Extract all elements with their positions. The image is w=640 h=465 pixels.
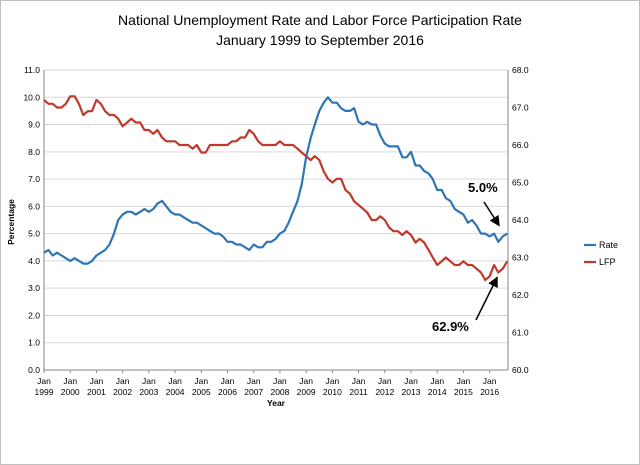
x-tick-label-month: Jan bbox=[457, 376, 471, 386]
y-axis-label: Percentage bbox=[6, 199, 16, 245]
x-tick-label-year: 1999 bbox=[35, 387, 54, 397]
y-left-tick-label: 2.0 bbox=[28, 310, 40, 320]
y-right-tick-label: 64.0 bbox=[512, 215, 529, 225]
y-right-tick-label: 65.0 bbox=[512, 178, 529, 188]
x-tick-label-year: 2008 bbox=[270, 387, 289, 397]
y-right-tick-label: 61.0 bbox=[512, 328, 529, 338]
x-tick-label-year: 2005 bbox=[192, 387, 211, 397]
series-lines bbox=[43, 95, 509, 282]
x-tick-label-year: 2003 bbox=[139, 387, 158, 397]
x-tick-label-month: Jan bbox=[483, 376, 497, 386]
x-tick-label-year: 2013 bbox=[402, 387, 421, 397]
series-line-rate bbox=[43, 96, 508, 265]
x-tick-label-year: 2016 bbox=[480, 387, 499, 397]
x-tick-label-month: Jan bbox=[63, 376, 77, 386]
x-tick-label-year: 2012 bbox=[375, 387, 394, 397]
annotation-rate-label: 5.0% bbox=[468, 180, 498, 195]
y-left-tick-label: 4.0 bbox=[28, 256, 40, 266]
series-line-lfp bbox=[43, 95, 509, 282]
y-left-tick-label: 11.0 bbox=[24, 65, 40, 75]
annotations: 5.0% 62.9% bbox=[432, 180, 500, 334]
x-tick-label-month: Jan bbox=[194, 376, 208, 386]
x-tick-label-year: 2000 bbox=[61, 387, 80, 397]
annotation-rate-arrow bbox=[483, 201, 500, 227]
y-left-tick-label: 5.0 bbox=[28, 229, 40, 239]
legend-label-rate: Rate bbox=[599, 240, 618, 250]
x-tick-label-month: Jan bbox=[168, 376, 182, 386]
y-left-tick-label: 1.0 bbox=[28, 338, 40, 348]
x-tick-label-month: Jan bbox=[37, 376, 51, 386]
x-tick-label-year: 2006 bbox=[218, 387, 237, 397]
y-left-tick-label: 9.0 bbox=[28, 120, 40, 130]
y-left-tick-label: 0.0 bbox=[28, 365, 40, 375]
y-right-tick-label: 62.0 bbox=[512, 290, 529, 300]
x-tick-label-month: Jan bbox=[116, 376, 130, 386]
chart-subtitle: January 1999 to September 2016 bbox=[216, 32, 424, 48]
x-tick-label-year: 2010 bbox=[323, 387, 342, 397]
x-tick-label-year: 2009 bbox=[297, 387, 316, 397]
axes: 0.0 1.0 2.0 3.0 4.0 5.0 6.0 7.0 8.0 9.0 10.0 11.0 60… bbox=[23, 65, 528, 397]
annotation-lfp-label: 62.9% bbox=[432, 319, 469, 334]
chart-title: National Unemployment Rate and Labor For… bbox=[118, 12, 522, 28]
x-tick-label-month: Jan bbox=[299, 376, 313, 386]
y-right-tick-label: 60.0 bbox=[512, 365, 529, 375]
x-tick-label-month: Jan bbox=[326, 376, 340, 386]
x-tick-label-month: Jan bbox=[352, 376, 366, 386]
x-tick-label-month: Jan bbox=[247, 376, 261, 386]
x-tick-label-year: 2015 bbox=[454, 387, 473, 397]
y-left-tick-label: 8.0 bbox=[28, 147, 40, 157]
x-tick-label-month: Jan bbox=[404, 376, 418, 386]
x-tick-label-year: 2014 bbox=[428, 387, 447, 397]
x-tick-label-month: Jan bbox=[142, 376, 156, 386]
x-tick-label-year: 2011 bbox=[349, 387, 368, 397]
y-left-tick-label: 10.0 bbox=[23, 92, 40, 102]
x-tick-label-month: Jan bbox=[378, 376, 392, 386]
legend: Rate LFP bbox=[584, 240, 618, 267]
y-left-tick-label: 3.0 bbox=[28, 283, 40, 293]
legend-label-lfp: LFP bbox=[599, 257, 616, 267]
x-tick-label-year: 2004 bbox=[166, 387, 185, 397]
y-right-tick-label: 67.0 bbox=[512, 103, 529, 113]
x-axis-label: Year bbox=[267, 398, 286, 408]
x-tick-label-month: Jan bbox=[273, 376, 287, 386]
annotation-lfp-arrow bbox=[475, 276, 498, 321]
x-tick-label-month: Jan bbox=[90, 376, 104, 386]
x-tick-label-year: 2002 bbox=[113, 387, 132, 397]
y-right-tick-label: 66.0 bbox=[512, 140, 529, 150]
x-tick-label-year: 2007 bbox=[244, 387, 263, 397]
y-left-tick-label: 7.0 bbox=[28, 174, 40, 184]
x-tick-label-month: Jan bbox=[430, 376, 444, 386]
x-tick-label-year: 2001 bbox=[87, 387, 106, 397]
y-left-tick-label: 6.0 bbox=[28, 201, 40, 211]
y-right-tick-label: 68.0 bbox=[512, 65, 529, 75]
y-right-tick-label: 63.0 bbox=[512, 253, 529, 263]
x-tick-label-month: Jan bbox=[221, 376, 235, 386]
